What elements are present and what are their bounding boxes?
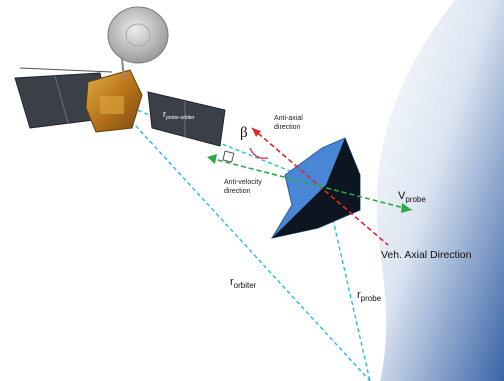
label-veh-axial-direction: Veh. Axial Direction	[381, 249, 472, 261]
label-anti-axial-line2: direction	[274, 124, 301, 131]
dish-antenna	[107, 6, 169, 64]
velocity-direction-line	[209, 157, 413, 211]
label-r-probe: rprobe	[357, 289, 382, 303]
label-r-probe-orbiter: rprobe-orbiter	[163, 109, 195, 121]
entry-probe	[270, 137, 361, 239]
right-angle-marker	[222, 150, 235, 163]
label-anti-velocity: Anti-velocity	[224, 179, 262, 186]
right-solar-panel	[147, 91, 226, 147]
r-probe-line	[324, 184, 371, 381]
label-beta: β	[240, 125, 248, 141]
velocity-arrowhead	[401, 203, 412, 213]
label-r-orbiter: rorbiter	[230, 276, 257, 290]
label-anti-axial: Anti-axial	[274, 115, 303, 122]
planet-limb	[376, 0, 504, 381]
beta-angle-arc	[249, 147, 269, 159]
label-v-probe: Vprobe	[398, 190, 426, 204]
axial-arrowhead	[252, 128, 261, 137]
r-orbiter-line	[111, 99, 371, 381]
range-lines	[111, 99, 371, 381]
anti-velocity-arrowhead	[207, 154, 217, 164]
orbiter-spacecraft	[14, 6, 226, 147]
label-anti-velocity-line2: direction	[224, 188, 251, 195]
probe-shadow	[272, 138, 360, 238]
